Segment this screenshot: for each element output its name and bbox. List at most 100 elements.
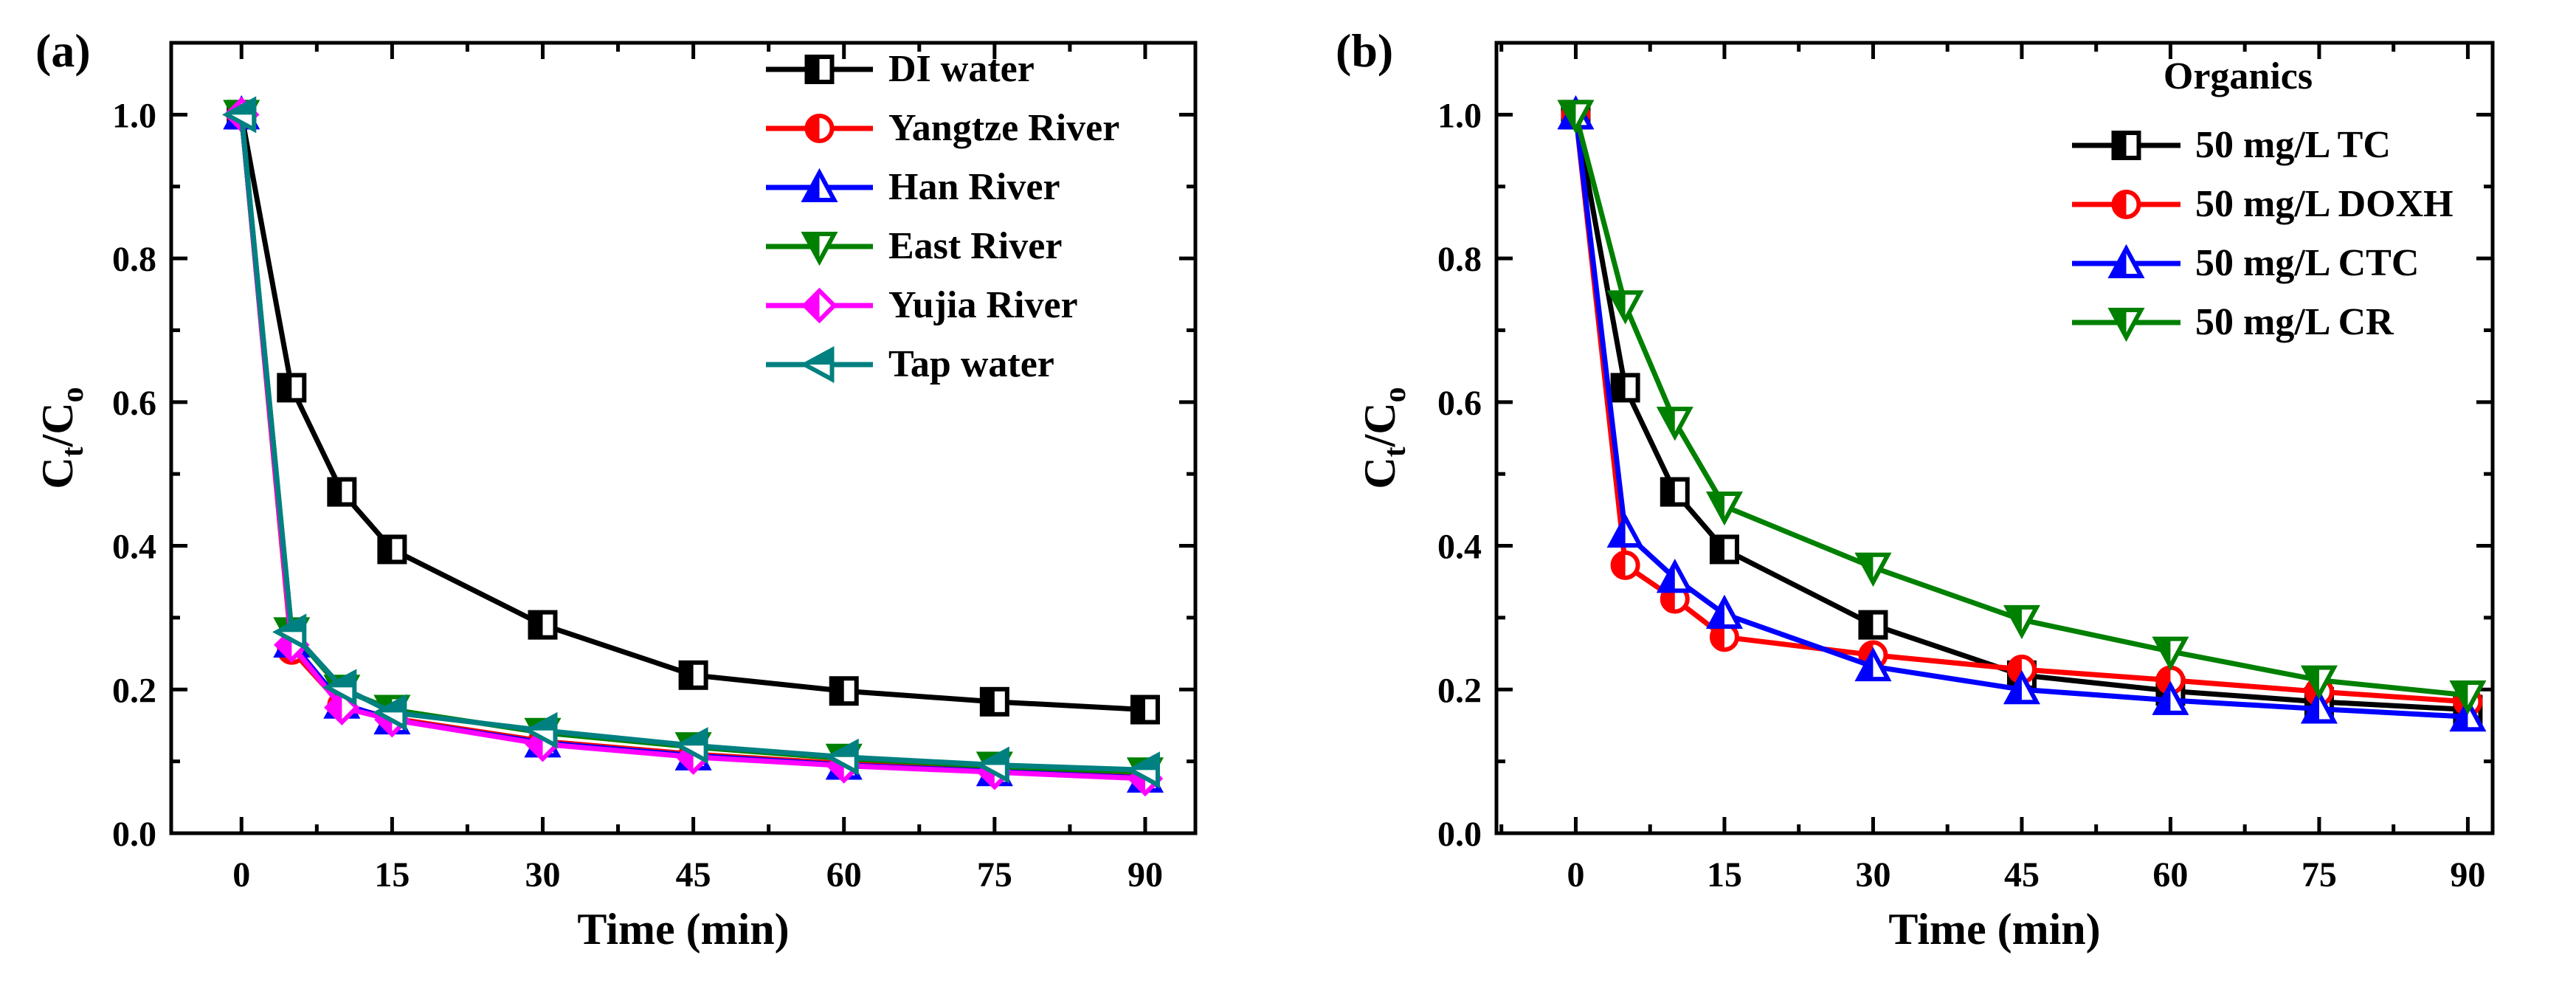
data-point (1660, 477, 1690, 507)
y-tick-label: 0.0 (112, 815, 156, 854)
y-tick-label: 0.2 (112, 671, 156, 710)
legend-marker (801, 287, 838, 324)
x-tick-label: 45 (2004, 855, 2040, 894)
data-point (1557, 100, 1595, 134)
data-point (1705, 491, 1743, 526)
legend-label: 50 mg/L TC (2195, 124, 2391, 166)
y-tick-label: 0.2 (1437, 671, 1482, 710)
data-point (1705, 594, 1743, 630)
y-tick-label: 0.8 (1437, 240, 1482, 279)
data-point (2003, 604, 2040, 640)
legend-marker (2107, 244, 2145, 278)
panel-a: 0 15 30 45 60 75 90 0.0 0.2 0.4 0.6 0.8 1.0 Time (min… (33, 24, 1198, 954)
data-point (377, 534, 407, 565)
legend-label: 50 mg/L CR (2195, 301, 2394, 343)
legend-item: 50 mg/L CR (2072, 301, 2394, 343)
legend-label: Han River (888, 166, 1060, 208)
panel-b: 0 15 30 45 60 75 90 0.0 0.2 0.4 0.6 0.8 1.0 Time (min… (1336, 24, 2495, 954)
legend-label: Yujia River (888, 284, 1078, 326)
legend-marker (804, 55, 835, 84)
data-point (373, 694, 407, 731)
data-point (2449, 697, 2487, 732)
data-point (1656, 559, 1693, 593)
x-tick-label: 90 (1128, 855, 1163, 894)
data-point (1656, 407, 1693, 441)
data-point (1610, 373, 1640, 403)
data-point (2152, 636, 2189, 671)
data-point (1854, 552, 1892, 587)
x-tick-label: 60 (826, 855, 862, 894)
legend-item: East River (766, 225, 1062, 267)
data-point (2152, 680, 2189, 715)
data-point (272, 613, 307, 651)
legend-label: DI water (888, 48, 1035, 90)
y-tick-label: 0.6 (112, 384, 156, 423)
data-point (1709, 534, 1739, 565)
legend-label: East River (888, 225, 1062, 267)
data-point (975, 746, 1009, 784)
data-point (2003, 669, 2040, 705)
x-tick-label: 45 (676, 855, 711, 894)
legend-item: Yangtze River (766, 107, 1119, 149)
legend-item: Han River (766, 166, 1060, 208)
legend-label: Yangtze River (888, 107, 1119, 149)
legend-title: Organics (2164, 55, 2313, 97)
plot-frame (169, 41, 1198, 835)
series-50-mg-l-cr (1557, 100, 2487, 715)
legend-item: Yujia River (766, 284, 1078, 326)
data-point (277, 373, 307, 403)
legend-item: Tap water (766, 343, 1054, 385)
x-tick-label: 0 (232, 855, 250, 894)
series-tap-water (221, 96, 1160, 789)
x-axis-title: Time (min) (577, 905, 789, 954)
data-point (979, 686, 1009, 717)
y-tick-label: 1.0 (1437, 96, 1482, 135)
legend-marker (2107, 308, 2145, 342)
legend-label: 50 mg/L CTC (2195, 242, 2419, 284)
x-axis-title: Time (min) (1888, 905, 2100, 954)
legend: Organics 50 mg/L TC 50 mg/L DOXH 50 mg/L CT… (2072, 55, 2454, 343)
data-point (528, 610, 558, 640)
y-tick-label: 0.8 (112, 240, 156, 279)
data-point (1610, 550, 1640, 580)
data-point (322, 669, 357, 706)
data-point (678, 660, 708, 690)
data-point (829, 676, 859, 706)
x-tick-label: 90 (2450, 855, 2485, 894)
legend-marker (804, 114, 835, 143)
legend-item: 50 mg/L CTC (2072, 242, 2419, 284)
data-point (2449, 680, 2487, 715)
data-point (1130, 694, 1160, 725)
legend-label: 50 mg/L DOXH (2195, 183, 2454, 225)
legend: DI water Yangtze River Han River East River… (766, 48, 1119, 385)
legend-label: Tap water (888, 343, 1054, 385)
y-axis-title: Ct/Co (33, 387, 90, 489)
data-point (523, 711, 558, 749)
y-axis-title: Ct/Co (1356, 387, 1412, 489)
x-tick-label: 0 (1567, 855, 1584, 894)
x-tick-label: 30 (1855, 855, 1890, 894)
legend-marker (801, 168, 838, 202)
legend-item: 50 mg/L DOXH (2072, 183, 2454, 225)
y-tick-label: 1.0 (112, 96, 156, 135)
legend-marker (2111, 131, 2141, 160)
plot-frame (1494, 41, 2495, 835)
data-point (1125, 751, 1160, 789)
legend-marker (801, 232, 838, 266)
legend-item: 50 mg/L TC (2072, 124, 2391, 166)
y-tick-label: 0.6 (1437, 384, 1482, 423)
x-tick-label: 75 (2302, 855, 2337, 894)
data-point (824, 738, 859, 776)
x-tick-label: 15 (1707, 855, 1742, 894)
data-point (2300, 665, 2338, 700)
x-tick-label: 15 (374, 855, 410, 894)
data-point (1606, 513, 1644, 548)
data-point (1854, 647, 1892, 682)
panel-label: (a) (35, 24, 91, 77)
x-tick-label: 75 (977, 855, 1012, 894)
y-tick-label: 0.4 (112, 528, 156, 567)
y-tick-label: 0.4 (1437, 528, 1482, 567)
legend-item: DI water (766, 48, 1035, 90)
legend-marker (800, 345, 835, 384)
